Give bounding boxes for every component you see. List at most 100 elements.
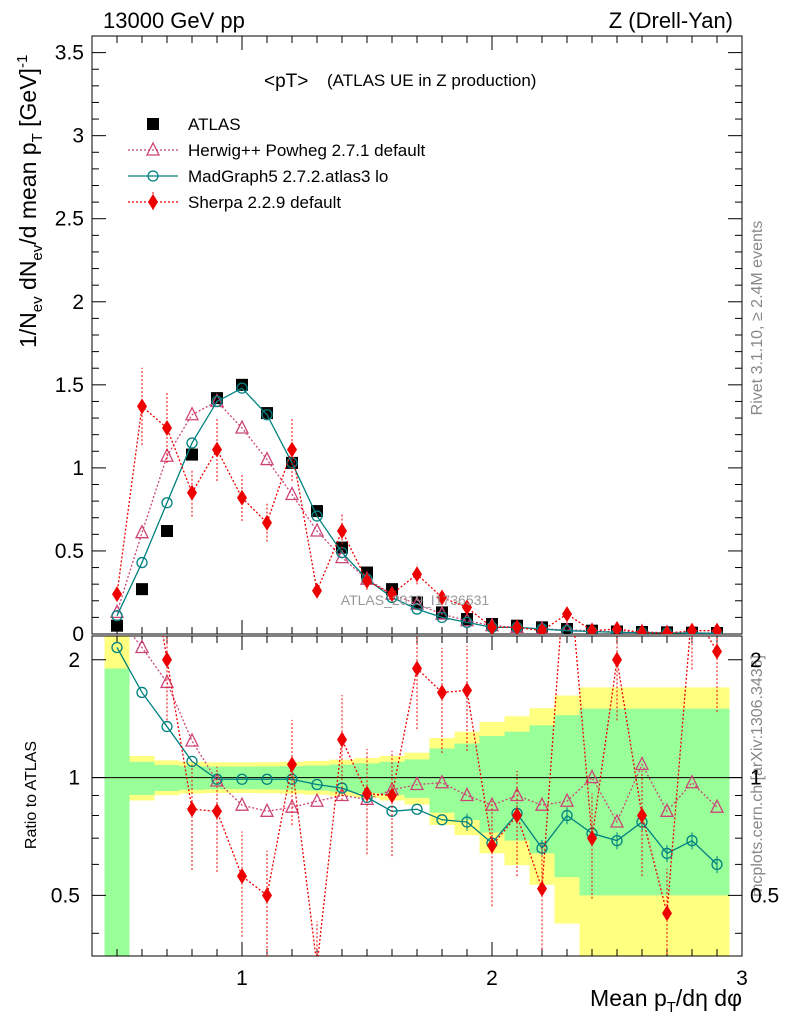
atlas-point — [161, 525, 173, 538]
sherpa-point — [437, 589, 447, 606]
madgraph5-ratio-point — [611, 834, 623, 847]
herwig-ratio-point — [559, 792, 575, 807]
sherpa-point — [137, 398, 147, 415]
sherpa-ratio-point — [612, 651, 622, 668]
madgraph5-point — [111, 610, 123, 622]
madgraph5-point — [161, 497, 173, 509]
madgraph5-ratio-point — [686, 834, 698, 847]
subtitle-text: (ATLAS UE in Z production) — [327, 71, 536, 90]
sherpa-point — [237, 489, 247, 506]
madgraph5-point — [461, 616, 473, 629]
plot-title: <pT> (ATLAS UE in Z production) — [264, 71, 536, 92]
herwig-point — [259, 451, 275, 466]
herwig-ratio-point — [584, 769, 600, 784]
sherpa-ratio-point — [437, 684, 447, 701]
madgraph5-ratio-point — [411, 803, 423, 815]
legend-label-atlas: ATLAS — [188, 115, 241, 134]
sherpa-point — [187, 484, 197, 501]
y-tick-label: 1.5 — [55, 374, 84, 397]
band-green — [554, 715, 580, 878]
mcplots-label: mcplots.cern.ch [arXiv:1306.3436] — [749, 655, 766, 897]
sherpa-point — [637, 624, 647, 634]
legend: ATLAS Herwig++ Powheg 2.7.1 default MadGra… — [128, 115, 425, 212]
herwig-point — [234, 419, 250, 434]
sherpa-point — [462, 599, 472, 616]
herwig-ratio-point — [459, 787, 475, 802]
sherpa-ratio-point — [512, 807, 522, 824]
sherpa-ratio-point — [637, 807, 647, 824]
sherpa-point — [512, 619, 522, 634]
y-tick-label: 2.5 — [55, 208, 84, 231]
legend-marker-herwig — [145, 141, 161, 156]
madgraph5-ratio-point — [236, 773, 248, 785]
legend-label-sherpa: Sherpa 2.2.9 default — [188, 193, 341, 212]
ratio-tick-label: 0.5 — [750, 884, 779, 907]
series-layer — [109, 367, 725, 974]
sherpa-ratio-point — [537, 880, 547, 897]
sherpa-point — [312, 582, 322, 599]
sherpa-ratio-point — [237, 868, 247, 885]
herwig-ratio-point — [534, 796, 550, 811]
x-tick-label: 3 — [736, 967, 748, 990]
sherpa-point — [387, 586, 397, 603]
y-tick-label: 2 — [72, 291, 84, 314]
sherpa-point — [562, 606, 572, 623]
ratio-tick-label: 0.5 — [51, 884, 80, 907]
madgraph5-ratio-point — [561, 809, 573, 822]
sherpa-ratio-point — [712, 643, 722, 660]
madgraph5-point — [311, 510, 323, 522]
band-green — [654, 708, 680, 896]
band-green — [104, 668, 130, 956]
madgraph5-point — [436, 611, 448, 624]
ratio-y-label: Ratio to ATLAS — [23, 741, 40, 849]
analysis-watermark: ATLAS_2019_I1736531 — [341, 592, 490, 608]
ratio-panel-series — [111, 534, 725, 974]
sherpa-point — [287, 441, 297, 458]
madgraph5-ratio-point — [436, 814, 448, 826]
sherpa-point — [262, 514, 272, 531]
band-green — [429, 748, 455, 813]
y-tick-label: 1 — [72, 457, 84, 480]
madgraph5-point — [261, 409, 273, 421]
madgraph5-point — [236, 382, 248, 394]
madgraph5-point — [186, 437, 198, 449]
sherpa-ratio-point — [362, 785, 372, 802]
madgraph5-ratio-point — [161, 720, 173, 733]
y-tick-label: 0 — [72, 623, 84, 646]
herwig-ratio-point — [409, 776, 425, 791]
ratio-tick-label: 2 — [68, 649, 80, 672]
band-green — [454, 743, 480, 821]
madgraph5-ratio-point — [186, 755, 198, 768]
madgraph5-ratio-point — [311, 778, 323, 791]
sherpa-ratio-point — [462, 682, 472, 699]
band-green — [129, 761, 155, 795]
sherpa-point — [537, 622, 547, 634]
sherpa-point — [587, 622, 597, 634]
legend-label-madgraph5: MadGraph5 2.7.2.atlas3 lo — [188, 167, 388, 186]
ratio-tick-label: 1 — [68, 767, 80, 790]
svg-text:Mean pT/dη dφ: Mean pT/dη dφ — [590, 985, 742, 1016]
herwig-ratio-point — [134, 639, 150, 654]
madgraph5-ratio-point — [136, 686, 148, 699]
band-green — [679, 708, 705, 896]
herwig-ratio-point — [184, 732, 200, 747]
herwig-ratio-point — [609, 813, 625, 828]
sherpa-ratio-point — [387, 787, 397, 804]
herwig-ratio-point — [259, 802, 275, 817]
ratio-tick-label: 2 — [750, 649, 762, 672]
herwig-point — [309, 522, 325, 537]
sherpa-ratio-point — [562, 534, 572, 550]
ratio-tick-label: 1 — [750, 767, 762, 790]
sherpa-ratio-point — [312, 958, 322, 974]
herwig-ratio-point — [334, 787, 350, 802]
madgraph5-point — [136, 556, 148, 569]
x-tick-label: 1 — [236, 967, 248, 990]
madgraph5-ratio-point — [261, 773, 273, 785]
y-tick-label: 0.5 — [55, 540, 84, 563]
sherpa-point — [712, 622, 722, 634]
herwig-point — [184, 406, 200, 421]
sherpa-point — [612, 621, 622, 634]
madgraph5-ratio-point — [461, 816, 473, 828]
madgraph5-ratio-point — [111, 641, 123, 654]
